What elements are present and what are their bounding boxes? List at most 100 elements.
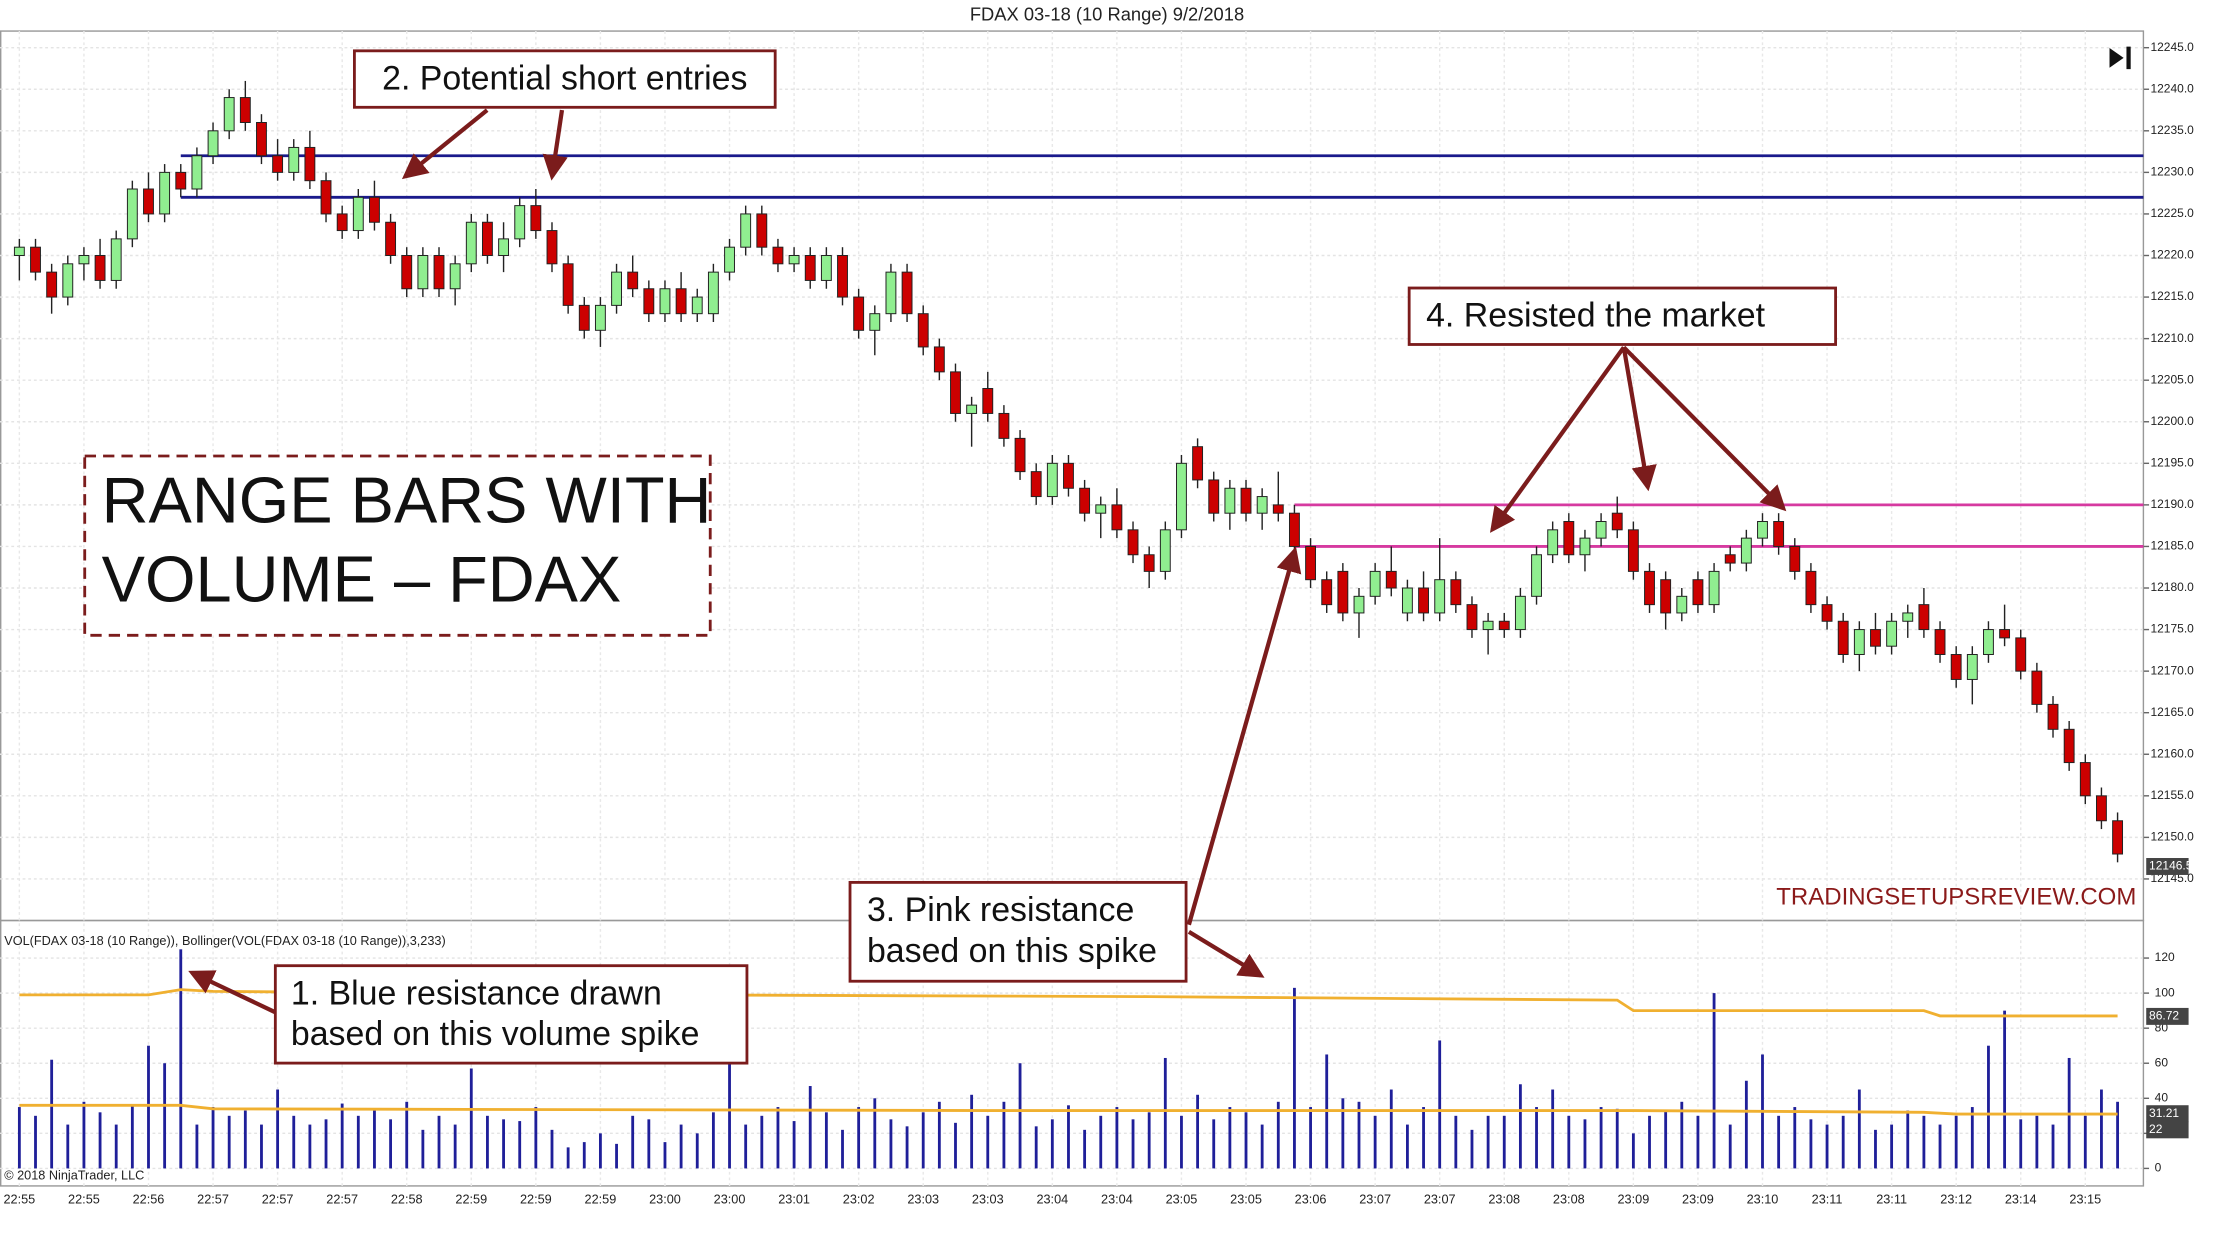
candle-body: [1886, 620, 1898, 647]
watermark: TRADINGSETUPSREVIEW.COM: [1776, 883, 2136, 910]
candle-body: [917, 313, 929, 348]
x-tick-label: 22:57: [326, 1192, 358, 1206]
volume-bar: [808, 1086, 812, 1169]
candle-body: [1466, 604, 1478, 631]
volume-bar: [1664, 1110, 1668, 1169]
volume-bar: [502, 1119, 505, 1169]
candle-body: [1321, 579, 1333, 606]
play-icon[interactable]: [2109, 46, 2131, 70]
candle-body: [724, 246, 735, 273]
annotation: 3. Pink resistance: [867, 891, 1134, 929]
y-tick-label: 12220.0: [2150, 248, 2194, 262]
volume-bar: [1518, 1084, 1522, 1169]
volume-bar: [534, 1107, 538, 1169]
volume-bar: [227, 1115, 231, 1169]
candle-body: [1192, 446, 1204, 481]
y-tick-label: 12175.0: [2150, 622, 2194, 636]
volume-bar: [1486, 1115, 1490, 1169]
volume-bar: [841, 1129, 844, 1169]
candle-body: [611, 271, 622, 306]
volume-bar: [695, 1133, 699, 1169]
x-tick-label: 23:01: [778, 1192, 810, 1206]
candle-body: [320, 180, 332, 215]
candle-body: [1111, 504, 1123, 531]
candle-body: [1595, 521, 1607, 539]
y-tick-label: 40: [2155, 1090, 2169, 1104]
value-label: 86.72: [2149, 1009, 2179, 1023]
y-tick-label: 12150.0: [2150, 830, 2194, 844]
candle-body: [1627, 529, 1639, 572]
volume-bar: [711, 1112, 715, 1169]
volume-bar: [453, 1124, 457, 1169]
candle-body: [2079, 762, 2091, 797]
candle-body: [1918, 604, 1930, 631]
candle-body: [546, 230, 558, 265]
candle-body: [594, 304, 606, 331]
y-tick-label: 12200.0: [2150, 414, 2194, 428]
volume-bar: [728, 1063, 731, 1169]
candle-body: [30, 246, 41, 273]
volume-bar: [550, 1129, 554, 1169]
x-tick-label: 22:59: [585, 1192, 617, 1206]
y-tick-label: 12185.0: [2150, 539, 2194, 553]
volume-bar: [857, 1107, 861, 1169]
candle-body: [1950, 654, 1962, 680]
candle-body: [417, 255, 429, 290]
volume-bar: [1502, 1115, 1506, 1169]
volume-bar: [163, 1063, 167, 1169]
candle-body: [2063, 728, 2075, 764]
candle-body: [707, 271, 719, 315]
x-tick-label: 22:59: [455, 1192, 487, 1206]
volume-bar: [1406, 1124, 1409, 1169]
volume-bar: [1631, 1133, 1635, 1169]
volume-bar: [970, 1094, 974, 1169]
candle-body: [2031, 670, 2043, 705]
volume-bar: [1067, 1105, 1070, 1169]
volume-bar: [1083, 1129, 1087, 1169]
x-tick-label: 22:55: [3, 1192, 35, 1206]
y-tick-label: 12155.0: [2150, 788, 2194, 802]
candle-body: [1095, 504, 1107, 514]
volume-bar: [1777, 1115, 1781, 1169]
candle-body: [578, 304, 590, 331]
volume-bar: [1131, 1119, 1135, 1169]
candle-body: [1644, 570, 1655, 606]
x-tick-label: 23:04: [1036, 1192, 1068, 1206]
candle-body: [1757, 521, 1768, 539]
candle-body: [1579, 537, 1591, 556]
volume-bar: [2003, 1010, 2007, 1169]
y-tick-label: 12235.0: [2150, 123, 2194, 137]
annotation: 2. Potential short entries: [382, 59, 747, 97]
volume-bar: [308, 1124, 312, 1169]
candle-body: [304, 146, 316, 182]
candle-body: [772, 246, 784, 265]
candle-body: [933, 346, 945, 373]
volume-bar: [1744, 1080, 1748, 1169]
candle-body: [756, 213, 768, 248]
volume-bar: [1163, 1057, 1167, 1169]
y-tick-label: 12190.0: [2150, 497, 2194, 511]
x-tick-label: 22:55: [68, 1192, 100, 1206]
volume-bar: [1470, 1129, 1474, 1169]
volume-bar: [82, 1101, 86, 1169]
volume-bar: [421, 1129, 425, 1169]
value-box: [2146, 858, 2189, 875]
candle-body: [1305, 545, 1317, 581]
candle-body: [1143, 554, 1155, 572]
candle-body: [627, 271, 639, 290]
volume-bar: [647, 1119, 651, 1169]
volume-bar: [17, 1107, 21, 1169]
candle-body: [1288, 512, 1300, 547]
volume-bar: [1438, 1040, 1442, 1169]
y-tick-label: 0: [2155, 1161, 2162, 1175]
annotation-box: [1407, 286, 1837, 346]
candle-body: [207, 130, 219, 157]
candle-body: [1353, 595, 1365, 614]
volume-bar: [679, 1124, 683, 1169]
volume-bar: [1309, 1107, 1312, 1169]
volume-bar: [1115, 1107, 1119, 1169]
candle-body: [1531, 554, 1542, 597]
volume-bar: [1680, 1101, 1684, 1169]
candle-body: [1563, 521, 1575, 556]
value-box: [2146, 1121, 2189, 1139]
